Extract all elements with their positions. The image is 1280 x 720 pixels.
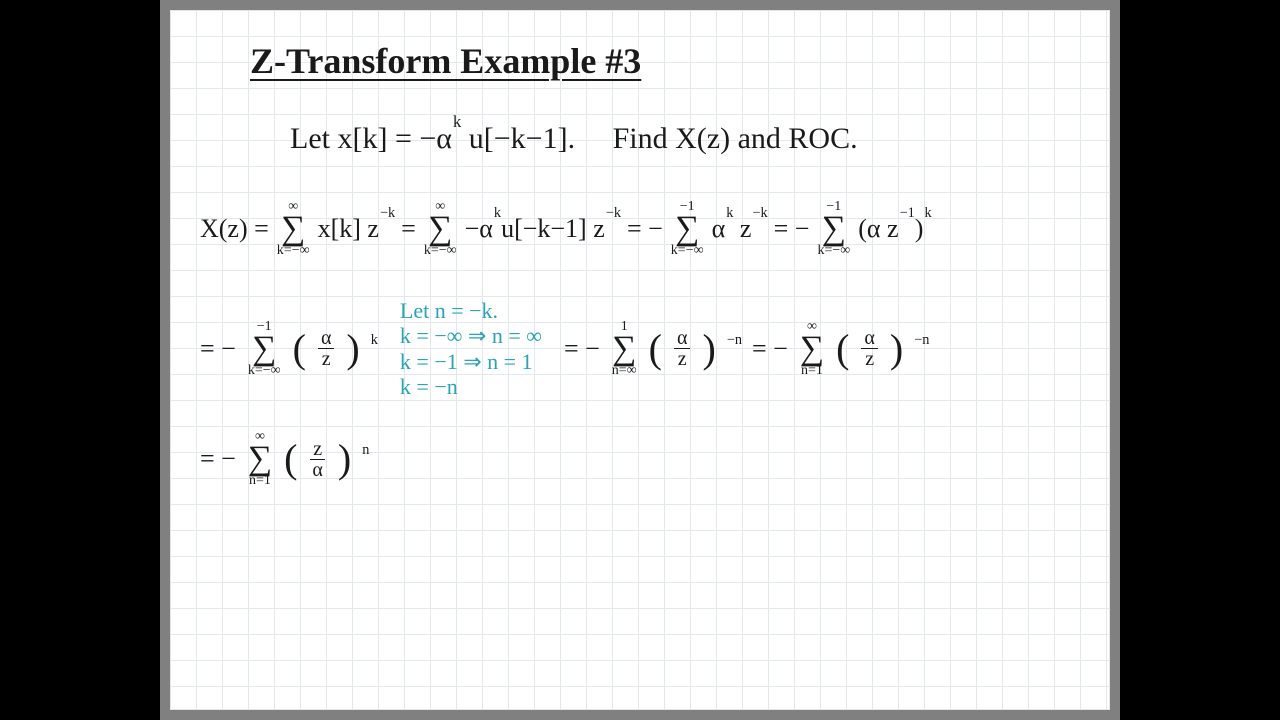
sum1-body: x[k] z−k [318, 214, 396, 244]
sigma-5: −1 ∑ k=−∞ [248, 320, 281, 378]
sum3-body: αk z−k [712, 214, 768, 244]
derivation-line-3: = − ∞ ∑ n=1 ( z α )n [200, 430, 369, 488]
graph-paper-page: Z-Transform Example #3 Let x[k] = −αk u[… [170, 10, 1110, 710]
sigma-3: −1 ∑ k=−∞ [671, 200, 704, 258]
sigma-1: ∞ ∑ k=−∞ [277, 200, 310, 258]
title-text: Z-Transform Example #3 [250, 41, 641, 81]
substitution-note: Let n = −k. k = −∞ ⇒ n = ∞ k = −1 ⇒ n = … [400, 298, 542, 399]
problem-let-rest: u[−k−1]. [461, 122, 575, 155]
frac-az-3: α z [861, 328, 877, 369]
sigma-6: 1 ∑ n=∞ [612, 320, 637, 378]
lhs: X(z) = [200, 214, 269, 244]
sigma-4: −1 ∑ k=−∞ [817, 200, 850, 258]
page-title: Z-Transform Example #3 [250, 40, 641, 82]
problem-let-sup: k [453, 112, 461, 132]
frac-az-2: α z [674, 328, 690, 369]
sigma-8: ∞ ∑ n=1 [248, 430, 272, 488]
sum4-body: (α z−1)k [858, 214, 931, 244]
problem-statement: Let x[k] = −αk u[−k−1]. Find X(z) and RO… [290, 122, 858, 156]
sum2-body: −αku[−k−1] z−k [465, 214, 621, 244]
derivation-line-1: X(z) = ∞ ∑ k=−∞ x[k] z−k = ∞ ∑ k=−∞ −αku… [200, 200, 932, 258]
problem-find: Find X(z) and ROC. [613, 122, 858, 155]
sigma-7: ∞ ∑ n=1 [800, 320, 824, 378]
document-frame: Z-Transform Example #3 Let x[k] = −αk u[… [160, 0, 1120, 720]
problem-let: Let x[k] = −α [290, 122, 452, 155]
derivation-line-2: = − −1 ∑ k=−∞ ( α z )k Let n = −k. k = −… [200, 298, 929, 399]
frac-az-1: α z [318, 328, 334, 369]
sigma-2: ∞ ∑ k=−∞ [424, 200, 457, 258]
frac-za: z α [309, 439, 325, 480]
